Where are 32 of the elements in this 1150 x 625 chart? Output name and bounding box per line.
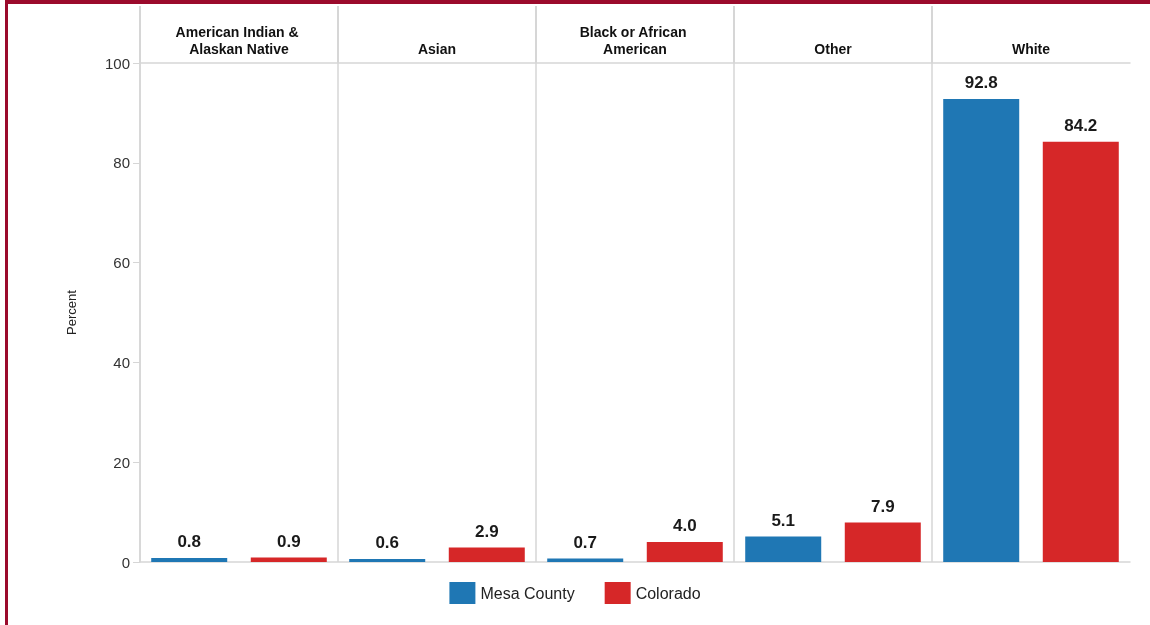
legend-label: Mesa County <box>480 584 575 602</box>
bar <box>844 522 921 562</box>
x-tick-label: Asian <box>417 40 457 57</box>
data-label: 0.8 <box>177 532 202 552</box>
y-tick-label: 60 <box>113 254 130 272</box>
bar <box>646 542 723 562</box>
bar <box>349 559 426 562</box>
y-tick-label: 80 <box>113 154 130 172</box>
x-tick-label: American Indian & Alaskan Native <box>175 23 303 57</box>
bar <box>1042 141 1119 562</box>
bar <box>745 536 822 562</box>
y-tick-label: 0 <box>121 553 130 571</box>
data-label: 0.9 <box>276 531 301 551</box>
data-label: 4.0 <box>672 516 697 536</box>
data-label: 5.1 <box>771 510 796 530</box>
data-label: 92.8 <box>964 72 998 92</box>
legend-label: Colorado <box>635 584 701 602</box>
bar <box>943 98 1020 562</box>
bar <box>151 558 228 562</box>
data-label: 84.2 <box>1064 115 1098 135</box>
y-tick-label: 40 <box>113 353 130 371</box>
x-tick-label: Black or African American <box>579 23 691 57</box>
data-label: 7.9 <box>870 496 895 516</box>
y-tick-label: 20 <box>113 453 130 471</box>
x-tick-label: Other <box>814 40 853 57</box>
data-label: 2.9 <box>474 521 499 541</box>
bar <box>448 547 525 562</box>
data-label: 0.7 <box>573 532 598 552</box>
data-label: 0.6 <box>375 533 400 553</box>
y-tick-label: 100 <box>104 54 130 72</box>
x-tick-label: White <box>1011 40 1051 57</box>
y-axis-title: Percent <box>64 289 79 335</box>
